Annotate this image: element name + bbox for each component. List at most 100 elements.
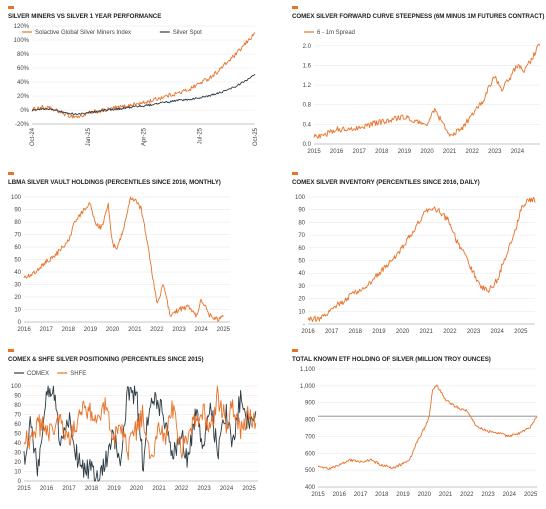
y-tick-label: 0.0 xyxy=(303,142,312,148)
y-tick-label: 600 xyxy=(305,451,316,457)
x-tick-label: 2025 xyxy=(242,486,256,492)
y-tick-label: 60 xyxy=(298,246,305,252)
y-tick-label: 900 xyxy=(305,401,316,407)
x-tick-label: Jul-25 xyxy=(197,127,203,144)
x-tick-label: 2015 xyxy=(311,492,325,498)
y-tick-label: 60 xyxy=(14,422,21,428)
x-tick-label: 2020 xyxy=(106,327,120,333)
y-tick-label: 20 xyxy=(298,297,305,303)
chart-title: COMEX & SHFE SILVER POSITIONING (PERCENT… xyxy=(8,356,204,363)
y-tick-label: 20 xyxy=(14,460,21,466)
y-tick-label: 40% xyxy=(17,80,30,86)
x-tick-label: 2022 xyxy=(150,327,164,333)
x-tick-label: 2015 xyxy=(307,149,321,155)
series-line-shfe xyxy=(23,385,257,461)
y-tick-label: 1,100 xyxy=(300,367,316,373)
y-tick-label: 10 xyxy=(298,309,305,315)
y-tick-label: 2.0 xyxy=(303,44,312,50)
y-tick-label: 800 xyxy=(305,418,316,424)
chart-title: SILVER MINERS VS SILVER 1 YEAR PERFORMAN… xyxy=(8,13,162,20)
legend-label: 6 - 1m Spread xyxy=(317,30,355,36)
x-tick-label: 2020 xyxy=(130,486,144,492)
x-tick-label: 2018 xyxy=(375,149,389,155)
series-line-main xyxy=(307,196,536,323)
x-tick-label: 2025 xyxy=(514,329,528,335)
y-tick-label: 0% xyxy=(20,108,29,114)
x-tick-label: 2022 xyxy=(466,149,480,155)
y-tick-label: 90 xyxy=(298,208,305,214)
y-tick-label: 400 xyxy=(305,485,316,491)
y-tick-label: 0 xyxy=(18,479,22,485)
x-tick-label: 2021 xyxy=(439,492,453,498)
y-tick-label: 70 xyxy=(14,413,21,419)
series-line-main xyxy=(317,384,538,470)
y-tick-label: 80 xyxy=(14,403,21,409)
chart-panel-6: TOTAL KNOWN ETF HOLDING OF SILVER (MILLI… xyxy=(292,349,542,507)
chart-panel-4: COMEX SILVER INVENTORY (PERCENTILES SINC… xyxy=(292,172,542,342)
y-tick-label: 100% xyxy=(14,38,30,44)
x-tick-label: 2020 xyxy=(420,149,434,155)
y-tick-label: 60 xyxy=(14,245,21,251)
x-tick-label: 2018 xyxy=(349,329,363,335)
x-tick-label: Oct-25 xyxy=(253,127,259,146)
y-tick-label: 30 xyxy=(298,284,305,290)
y-tick-label: 40 xyxy=(14,270,21,276)
chart-title: LBMA SILVER VAULT HOLDINGS (PERCENTILES … xyxy=(8,179,221,186)
x-tick-label: 2015 xyxy=(17,486,31,492)
y-tick-label: 30 xyxy=(14,283,21,289)
chart-title: COMEX SILVER INVENTORY (PERCENTILES SINC… xyxy=(292,179,480,186)
legend-label: COMEX xyxy=(27,371,49,377)
x-tick-label: 2024 xyxy=(503,492,517,498)
y-tick-label: 90 xyxy=(14,394,21,400)
y-tick-label: 0.4 xyxy=(303,122,312,128)
x-tick-label: 2023 xyxy=(172,327,186,333)
chart-1-svg: -20% 0% 20% 40% 60% 80% 100% 120% Oct-24 Jan-25 Ap… xyxy=(14,24,259,146)
series-line-main xyxy=(23,196,224,322)
y-tick-label: 20 xyxy=(14,295,21,301)
x-tick-label: 2024 xyxy=(511,149,525,155)
legend-label: Solactive Global Silver Miners Index xyxy=(35,30,131,36)
y-tick-label: 80 xyxy=(14,220,21,226)
x-tick-label: 2023 xyxy=(467,329,481,335)
y-tick-label: 50 xyxy=(298,259,305,265)
x-tick-label: 2019 xyxy=(396,492,410,498)
y-tick-label: 10 xyxy=(14,470,21,476)
y-tick-label: 50 xyxy=(14,432,21,438)
x-tick-label: Jan-25 xyxy=(86,127,92,146)
x-tick-label: 2017 xyxy=(353,149,367,155)
y-tick-label: 50 xyxy=(14,258,21,264)
x-tick-label: 2018 xyxy=(62,327,76,333)
y-tick-label: 1.2 xyxy=(303,83,312,89)
y-tick-label: 500 xyxy=(305,468,316,474)
x-tick-label: 2017 xyxy=(39,327,53,333)
chart-panel-3: LBMA SILVER VAULT HOLDINGS (PERCENTILES … xyxy=(8,172,273,342)
y-tick-label: 30 xyxy=(14,451,21,457)
title-accent xyxy=(292,349,298,352)
x-tick-label: 2017 xyxy=(62,486,76,492)
x-tick-label: 2016 xyxy=(301,329,315,335)
x-tick-label: 2025 xyxy=(524,492,538,498)
legend-label: Silver Spot xyxy=(173,30,202,36)
legend-label: SHFE xyxy=(70,371,86,377)
chart-panel-2: COMEX SILVER FORWARD CURVE STEEPNESS (6M… xyxy=(292,6,544,168)
chart-6-svg: 400 500 600 700 800 900 1,000 1,100 2015 2016 2017… xyxy=(300,367,538,498)
x-tick-label: 2022 xyxy=(175,486,189,492)
x-tick-label: 2024 xyxy=(490,329,504,335)
chart-3-svg: 0 10 20 30 40 50 60 70 80 90 100 2016 2017 2018 2019 20… xyxy=(11,195,231,333)
y-tick-label: 80% xyxy=(17,52,30,58)
y-tick-label: 10 xyxy=(14,308,21,314)
x-tick-label: 2016 xyxy=(333,492,347,498)
y-tick-label: 60% xyxy=(17,66,30,72)
series-line-silver-spot xyxy=(32,73,256,116)
x-tick-label: 2020 xyxy=(396,329,410,335)
x-tick-label: 2022 xyxy=(460,492,474,498)
x-tick-label: 2020 xyxy=(418,492,432,498)
chart-title: TOTAL KNOWN ETF HOLDING OF SILVER (MILLI… xyxy=(292,356,491,363)
title-accent xyxy=(292,6,298,9)
chart-4-svg: - 10 20 30 40 50 60 70 80 90 100 2016 2017 2018 2019 20… xyxy=(295,195,536,335)
y-tick-label: 100 xyxy=(11,195,22,201)
y-tick-label: 80 xyxy=(298,220,305,226)
x-tick-label: 2017 xyxy=(325,329,339,335)
x-tick-label: 2021 xyxy=(152,486,166,492)
x-tick-label: Oct-24 xyxy=(30,127,36,146)
